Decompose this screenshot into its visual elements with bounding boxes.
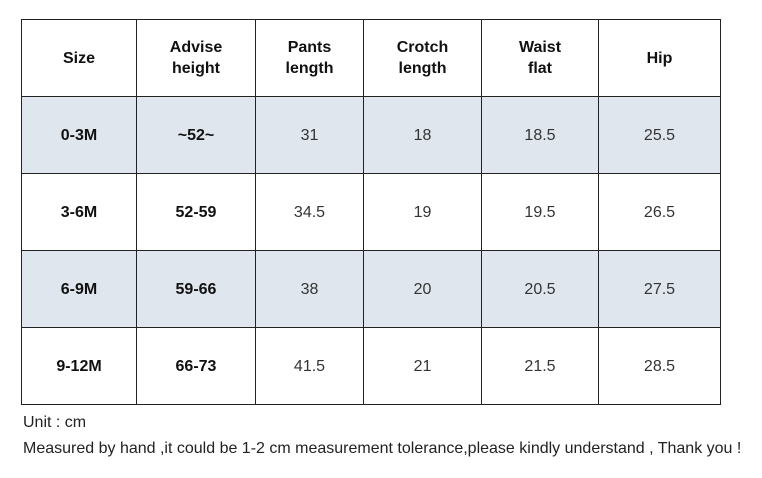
table-cell: ~52~	[136, 96, 256, 174]
table-row: 3-6M 52-59 34.5 19 19.5 26.5	[21, 173, 721, 251]
disclaimer-note: Measured by hand ,it could be 1-2 cm mea…	[23, 440, 742, 457]
unit-note: Unit : cm	[23, 414, 87, 431]
table-cell: 20	[363, 250, 482, 328]
table-cell: 21.5	[481, 327, 599, 405]
table-cell: 31	[255, 96, 364, 174]
table-cell: 0-3M	[21, 96, 137, 174]
table-cell: 18	[363, 96, 482, 174]
table-cell: 52-59	[136, 173, 256, 251]
table-cell: 27.5	[598, 250, 721, 328]
table-row: 9-12M 66-73 41.5 21 21.5 28.5	[21, 327, 721, 405]
table-cell: 38	[255, 250, 364, 328]
table-cell: 19.5	[481, 173, 599, 251]
table-cell: 21	[363, 327, 482, 405]
header-cell: Hip	[598, 19, 721, 97]
table-row: 6-9M 59-66 38 20 20.5 27.5	[21, 250, 721, 328]
table-row: 0-3M ~52~ 31 18 18.5 25.5	[21, 96, 721, 174]
header-cell: Waist flat	[481, 19, 599, 97]
header-cell: Size	[21, 19, 137, 97]
table-cell: 59-66	[136, 250, 256, 328]
header-cell: Advise height	[136, 19, 256, 97]
table-cell: 3-6M	[21, 173, 137, 251]
table-cell: 6-9M	[21, 250, 137, 328]
table-cell: 9-12M	[21, 327, 137, 405]
table-cell: 18.5	[481, 96, 599, 174]
size-table: Size Advise height Pants length Crotch leng…	[21, 19, 721, 405]
table-cell: 19	[363, 173, 482, 251]
table-cell: 20.5	[481, 250, 599, 328]
table-cell: 34.5	[255, 173, 364, 251]
table-cell: 66-73	[136, 327, 256, 405]
table-cell: 41.5	[255, 327, 364, 405]
table-cell: 28.5	[598, 327, 721, 405]
header-cell: Pants length	[255, 19, 364, 97]
header-cell: Crotch length	[363, 19, 482, 97]
table-cell: 26.5	[598, 173, 721, 251]
header-row: Size Advise height Pants length Crotch leng…	[21, 19, 721, 97]
table-cell: 25.5	[598, 96, 721, 174]
